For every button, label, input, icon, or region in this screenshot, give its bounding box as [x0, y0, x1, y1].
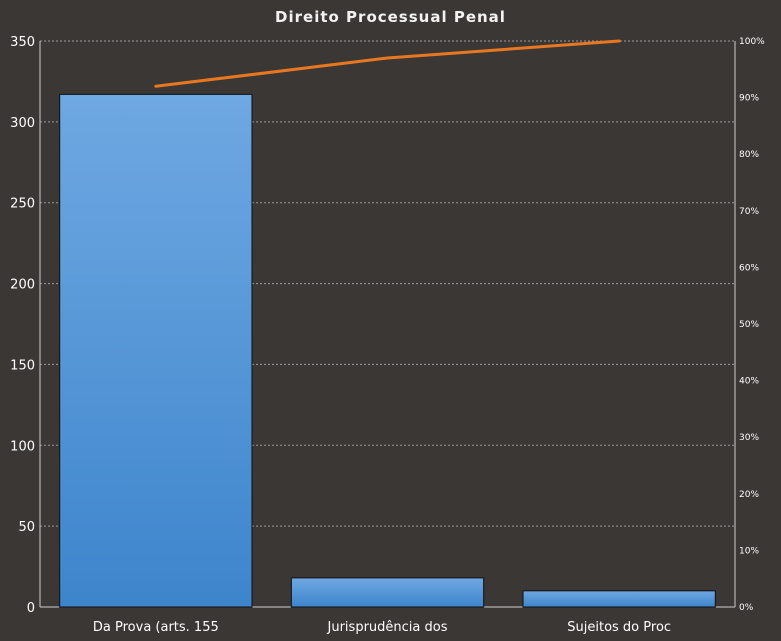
- bar: [522, 590, 716, 608]
- y2-tick-label: 80%: [739, 150, 759, 160]
- y2-tick-label: 50%: [739, 320, 759, 330]
- y-tick-label: 0: [27, 601, 35, 616]
- y2-tick-label: 0%: [739, 603, 754, 613]
- x-tick-label: Jurisprudência dos: [327, 620, 448, 635]
- y-tick-label: 300: [10, 116, 35, 131]
- bar: [290, 577, 485, 608]
- y2-tick-label: 10%: [739, 546, 759, 556]
- chart-title: Direito Processual Penal: [275, 8, 506, 26]
- y-tick-label: 100: [10, 439, 35, 454]
- x-tick-label: Sujeitos do Proc: [567, 620, 671, 635]
- y-tick-label: 250: [10, 197, 35, 212]
- y2-tick-label: 40%: [739, 377, 759, 387]
- y2-tick-label: 30%: [739, 433, 759, 443]
- y2-tick-label: 90%: [739, 94, 759, 104]
- cumulative-line: [154, 39, 621, 88]
- y-tick-label: 200: [10, 278, 35, 293]
- bar: [59, 93, 253, 608]
- y2-tick-label: 20%: [739, 490, 759, 500]
- y2-tick-label: 100%: [739, 37, 765, 47]
- y-tick-label: 150: [10, 358, 35, 373]
- x-tick-label: Da Prova (arts. 155: [93, 620, 219, 635]
- y2-tick-label: 70%: [739, 207, 759, 217]
- y-tick-label: 50: [18, 520, 35, 535]
- y2-tick-label: 60%: [739, 263, 759, 273]
- y-tick-label: 350: [10, 35, 35, 50]
